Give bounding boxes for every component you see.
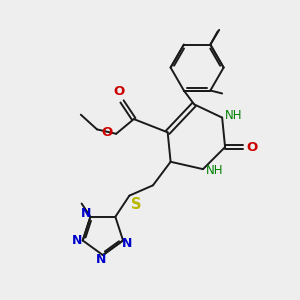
Text: N: N [72,234,82,247]
Text: S: S [131,197,141,212]
Text: NH: NH [206,164,224,177]
Text: O: O [246,141,257,154]
Text: N: N [81,207,91,220]
Text: O: O [113,85,125,98]
Text: N: N [122,237,133,250]
Text: N: N [96,253,106,266]
Text: O: O [101,126,112,140]
Text: NH: NH [224,109,242,122]
